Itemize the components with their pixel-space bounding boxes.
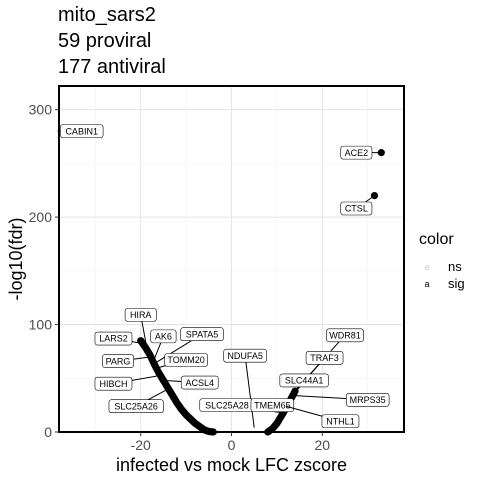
gene-label: ACE2: [340, 145, 382, 160]
legend-key: a: [424, 279, 429, 289]
y-tick-label: 100: [29, 317, 53, 333]
gene-label: CTSL: [340, 195, 375, 216]
label-box: [164, 353, 208, 367]
label-text: MRPS35: [350, 395, 386, 405]
label-box: [180, 327, 224, 342]
gene-label: HIBCH: [94, 375, 157, 391]
y-axis-title: -log10(fdr): [6, 217, 26, 300]
label-box: [102, 354, 134, 368]
label-box: [250, 398, 295, 412]
label-box: [59, 124, 104, 138]
gene-label: SLC44A1: [279, 373, 329, 401]
gene-label: TOMM20: [158, 353, 208, 369]
label-box: [108, 399, 164, 414]
chart-title-line-1: mito_sars2: [58, 4, 156, 26]
gene-label: NDUFA5: [223, 348, 267, 428]
gene-label: SLC25A26: [108, 388, 169, 414]
gene-label: PARG: [102, 354, 153, 368]
gene-label: HIRA: [124, 308, 157, 352]
legend-label: sig: [448, 276, 465, 291]
label-text: SLC25A26: [114, 401, 158, 411]
y-tick-label: 0: [44, 424, 52, 440]
label-text: CTSL: [345, 204, 368, 214]
label-text: NDUFA5: [227, 351, 263, 361]
label-text: CABIN1: [65, 126, 98, 136]
legend-key: a: [424, 262, 429, 272]
legend-label: ns: [448, 259, 462, 274]
gene-label: SPATA5: [156, 327, 224, 363]
gene-label: TMEM65: [250, 398, 295, 412]
label-text: SPATA5: [186, 329, 219, 339]
y-tick-label: 300: [29, 102, 53, 118]
label-text: WDR81: [329, 330, 361, 340]
x-tick-label: -20: [131, 437, 151, 453]
label-box: [180, 375, 219, 390]
label-text: SLC44A1: [285, 376, 324, 386]
label-box: [340, 201, 373, 216]
legend-title: color: [419, 231, 454, 248]
gene-label: ACSL4: [163, 375, 219, 390]
label-text: PARG: [106, 356, 131, 366]
chart-title-line-3: 177 antiviral: [58, 56, 166, 78]
label-text: SLC25A28: [205, 400, 249, 410]
label-box: [321, 414, 360, 429]
label-text: LARS2: [99, 334, 128, 344]
label-box: [340, 145, 373, 160]
label-box: [279, 373, 329, 388]
label-text: TMEM65: [254, 400, 291, 410]
label-text: HIBCH: [99, 379, 127, 389]
label-box: [94, 376, 133, 391]
label-text: ACE2: [345, 148, 369, 158]
gene-label: NTHL1: [285, 405, 360, 429]
x-tick-label: 0: [228, 437, 236, 453]
label-box: [124, 308, 157, 322]
gene-label: AK6: [150, 329, 177, 360]
y-tick-label: 200: [29, 209, 53, 225]
label-box: [223, 348, 267, 363]
gene-label: LARS2: [94, 331, 146, 346]
label-text: TRAF3: [310, 353, 339, 363]
label-box: [305, 351, 344, 365]
gene-label: CABIN1: [59, 124, 104, 138]
chart-title-line-2: 59 proviral: [58, 30, 152, 52]
label-connector: [244, 355, 255, 428]
x-axis-title: infected vs mock LFC zscore: [116, 455, 347, 475]
label-text: TOMM20: [167, 355, 204, 365]
label-box: [150, 329, 177, 344]
label-text: ACSL4: [185, 378, 214, 388]
x-tick-label: 20: [315, 437, 331, 453]
label-box: [326, 328, 364, 343]
label-text: NTHL1: [326, 416, 355, 426]
label-text: AK6: [155, 332, 172, 342]
gene-label: MRPS35: [292, 392, 390, 407]
label-box: [94, 331, 133, 346]
label-box: [345, 392, 390, 407]
label-text: HIRA: [130, 310, 152, 320]
